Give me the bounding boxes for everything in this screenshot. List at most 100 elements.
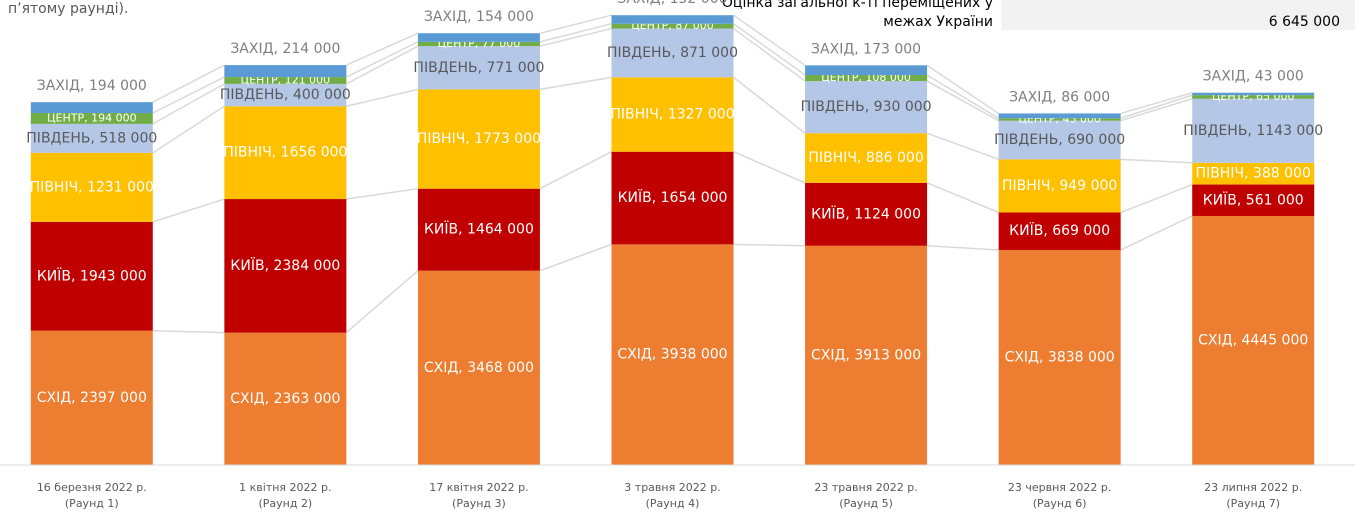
data-label: ПІВНІЧ, 1773 000 (417, 131, 541, 147)
connector-line (733, 14, 806, 66)
bar-segment (805, 75, 928, 82)
connector-line (346, 187, 419, 200)
series-name: КИЇВ (230, 256, 264, 274)
series-name: ЗАХІД (617, 0, 660, 7)
value-label: 152 000 (670, 0, 728, 7)
data-label: КИЇВ, 1943 000 (37, 266, 147, 284)
bar-segment (805, 81, 928, 134)
bar-segment (1192, 162, 1315, 185)
separator: , (80, 78, 89, 94)
connector-line (926, 132, 999, 161)
series-name: КИЇВ (618, 188, 652, 206)
value-label: 871 000 (680, 45, 738, 61)
separator: , (1058, 132, 1067, 148)
data-label: ПІВНІЧ, 388 000 (1196, 166, 1311, 182)
data-label: КИЇВ, 561 000 (1203, 190, 1304, 208)
data-label: СХІД, 3468 000 (424, 360, 534, 376)
bar-segment (30, 102, 153, 114)
bar-segment (30, 113, 153, 124)
x-tick-label: 3 травня 2022 р. (624, 481, 720, 494)
connector-line (539, 27, 612, 47)
connector-line (733, 151, 806, 184)
connector-line (152, 76, 225, 114)
bar-segment (224, 65, 347, 78)
series-name: ПІВДЕНЬ (220, 87, 284, 103)
data-label: ПІВДЕНЬ, 871 000 (607, 45, 738, 61)
x-tick-label: 23 липня 2022 р. (1204, 481, 1302, 494)
separator: , (858, 71, 865, 84)
value-label: 930 000 (874, 99, 932, 115)
connector-line (346, 41, 419, 78)
separator: , (1055, 112, 1062, 125)
bar-segment (611, 77, 734, 152)
value-label: 1231 000 (87, 179, 154, 195)
separator: , (1247, 123, 1256, 139)
separator: , (274, 41, 283, 57)
series-name: ЗАХІД (811, 41, 854, 57)
data-label: ПІВНІЧ, 949 000 (1002, 178, 1117, 194)
value-label: 1654 000 (661, 190, 728, 206)
value-label: 173 000 (863, 41, 921, 57)
connector-line (1120, 183, 1193, 214)
bar-segment (611, 151, 734, 245)
series-name: КИЇВ (37, 266, 71, 284)
data-label: ЦЕНТР, 65 000 (1212, 90, 1295, 103)
data-label: ЗАХІД, 43 000 (1203, 69, 1304, 85)
bar-segment (417, 89, 540, 189)
series-name: ПІВДЕНЬ (413, 60, 477, 76)
value-label: 518 000 (99, 130, 157, 146)
value-label: 1327 000 (668, 107, 735, 123)
connector-line (1120, 98, 1193, 122)
data-label: ЗАХІД, 86 000 (1009, 89, 1110, 105)
x-tick-label: 23 травня 2022 р. (814, 481, 917, 494)
connector-line (539, 243, 612, 272)
separator: , (854, 41, 863, 57)
separator: , (71, 268, 80, 284)
bar-segment (611, 28, 734, 78)
box-label: Оцінка загальної к-ті переміщених у (722, 0, 993, 11)
series-name: ПІВНІЧ (1002, 178, 1051, 194)
connector-line (346, 32, 419, 66)
value-label: 194 000 (89, 78, 147, 94)
x-tick-label: 1 квітня 2022 р. (239, 481, 331, 494)
value-label: 388 000 (1253, 166, 1311, 182)
bar-segment (998, 249, 1121, 465)
value-label: 194 000 (91, 111, 136, 124)
bar-segment (805, 182, 928, 246)
data-label: ПІВНІЧ, 886 000 (808, 150, 923, 166)
separator: , (845, 347, 854, 363)
separator: , (1244, 166, 1253, 182)
series-name: ПІВНІЧ (30, 179, 79, 195)
separator: , (78, 179, 87, 195)
value-label: 771 000 (487, 60, 545, 76)
bar-segment (30, 152, 153, 222)
x-tick-sublabel: (Раунд 2) (258, 497, 312, 510)
value-label: 1124 000 (854, 206, 921, 222)
x-tick-sublabel: (Раунд 1) (65, 497, 119, 510)
data-label: ЗАХІД, 214 000 (230, 41, 340, 57)
series-name: СХІД (617, 347, 651, 363)
series-name: ЗАХІД (424, 9, 467, 25)
connector-line (152, 329, 225, 334)
bar-segment (30, 221, 153, 331)
value-label: 154 000 (476, 9, 534, 25)
connector-line (926, 80, 1000, 122)
data-label: СХІД, 2397 000 (37, 390, 147, 406)
value-label: 669 000 (1052, 223, 1110, 239)
value-label: 4445 000 (1241, 332, 1308, 348)
connector-line (733, 243, 806, 247)
value-label: 2397 000 (80, 390, 147, 406)
separator: , (1246, 69, 1255, 85)
value-label: 1656 000 (281, 145, 348, 161)
connector-line (152, 83, 225, 125)
data-label: КИЇВ, 669 000 (1009, 221, 1110, 239)
x-tick-sublabel: (Раунд 4) (646, 497, 700, 510)
connectors (152, 14, 1193, 334)
summary-box (1000, 0, 1355, 30)
series-name: ПІВНІЧ (610, 107, 659, 123)
separator: , (652, 190, 661, 206)
connector-line (733, 76, 806, 134)
data-label: ПІВНІЧ, 1656 000 (223, 145, 347, 161)
bar-segment (998, 212, 1121, 250)
